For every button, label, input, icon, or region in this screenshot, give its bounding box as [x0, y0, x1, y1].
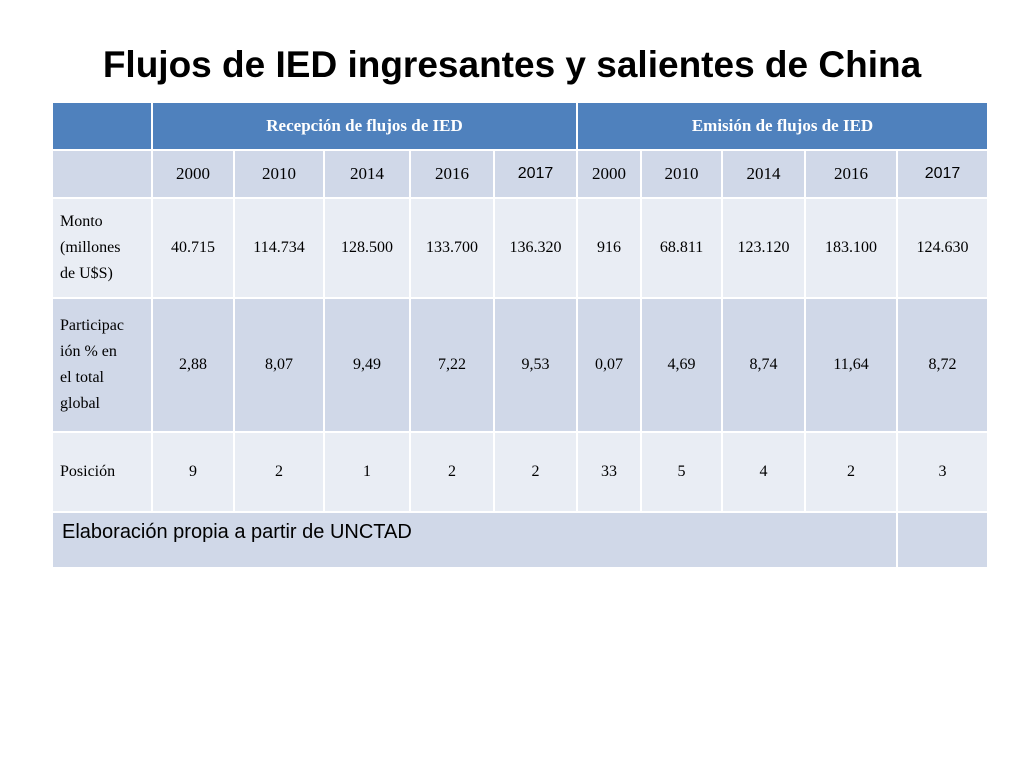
table-cell: 4,69	[640, 297, 724, 433]
row-label-line: el total	[60, 369, 104, 386]
year-header: 2000	[151, 149, 235, 199]
row-label-posicion: Posición	[51, 431, 153, 513]
table-cell: 11,64	[804, 297, 899, 433]
year-header: 2000	[576, 149, 643, 199]
table-cell: 8,07	[233, 297, 325, 433]
year-header: 2016	[409, 149, 495, 199]
table-cell: 4	[721, 431, 807, 513]
table-cell: 133.700	[409, 197, 495, 299]
table-cell: 183.100	[804, 197, 899, 299]
table-cell: 2	[492, 431, 579, 513]
year-header-row: 2000 2010 2014 2016 2017 2000 2010 2014 …	[51, 149, 990, 199]
year-header: 2016	[804, 149, 899, 199]
row-label-participacion: Participac ión % en el total global	[51, 297, 153, 433]
table-cell: 8,72	[896, 297, 990, 433]
year-header: 2014	[323, 149, 411, 199]
year-header: 2017	[492, 149, 579, 199]
table-cell: 124.630	[896, 197, 990, 299]
ied-flows-table: Recepción de flujos de IED Emisión de fl…	[50, 101, 990, 569]
table-cell: 8,74	[721, 297, 807, 433]
row-label-monto: Monto (millones de U$S)	[51, 197, 153, 299]
table-cell: 40.715	[151, 197, 235, 299]
table-cell: 2	[804, 431, 899, 513]
table-cell: 68.811	[640, 197, 724, 299]
corner-cell	[51, 149, 153, 199]
row-label-line: global	[60, 395, 100, 412]
table-cell: 2,88	[151, 297, 235, 433]
table-cell: 128.500	[323, 197, 411, 299]
table-cell: 123.120	[721, 197, 807, 299]
table-cell: 3	[896, 431, 990, 513]
table-cell: 9,53	[492, 297, 579, 433]
group-header-emision: Emisión de flujos de IED	[576, 101, 990, 151]
group-header-recepcion: Recepción de flujos de IED	[150, 101, 579, 151]
table-cell: 7,22	[409, 297, 495, 433]
group-header-row: Recepción de flujos de IED Emisión de fl…	[51, 101, 990, 151]
year-header: 2010	[233, 149, 325, 199]
footnote-empty-cell	[896, 511, 990, 569]
table-row-posicion: Posición 9 2 1 2 2 33 5 4 2 3	[51, 431, 990, 513]
row-label-line: ión % en	[60, 343, 117, 360]
table-cell: 5	[640, 431, 724, 513]
row-label-line: Monto	[60, 213, 103, 230]
year-header: 2010	[640, 149, 724, 199]
row-label-line: Posición	[60, 463, 116, 480]
year-header: 2017	[896, 149, 990, 199]
table-cell: 916	[576, 197, 643, 299]
footnote-source: Elaboración propia a partir de UNCTAD	[50, 511, 899, 569]
table-row-participacion: Participac ión % en el total global 2,88…	[51, 297, 990, 433]
table-cell: 136.320	[492, 197, 579, 299]
table-cell: 2	[233, 431, 325, 513]
corner-cell	[51, 101, 153, 151]
row-label-line: (millones	[60, 239, 121, 256]
table-cell: 9	[151, 431, 235, 513]
table-cell: 2	[409, 431, 495, 513]
row-label-line: de U$S)	[60, 265, 113, 282]
footnote-row: Elaboración propia a partir de UNCTAD	[50, 511, 990, 569]
slide-title: Flujos de IED ingresantes y salientes de…	[102, 44, 922, 85]
table-cell: 33	[576, 431, 643, 513]
year-header: 2014	[721, 149, 807, 199]
table-cell: 0,07	[576, 297, 643, 433]
table-cell: 1	[323, 431, 411, 513]
table-row-monto: Monto (millones de U$S) 40.715 114.734 1…	[51, 197, 990, 299]
table-cell: 9,49	[323, 297, 411, 433]
table-cell: 114.734	[233, 197, 325, 299]
row-label-line: Participac	[60, 317, 124, 334]
